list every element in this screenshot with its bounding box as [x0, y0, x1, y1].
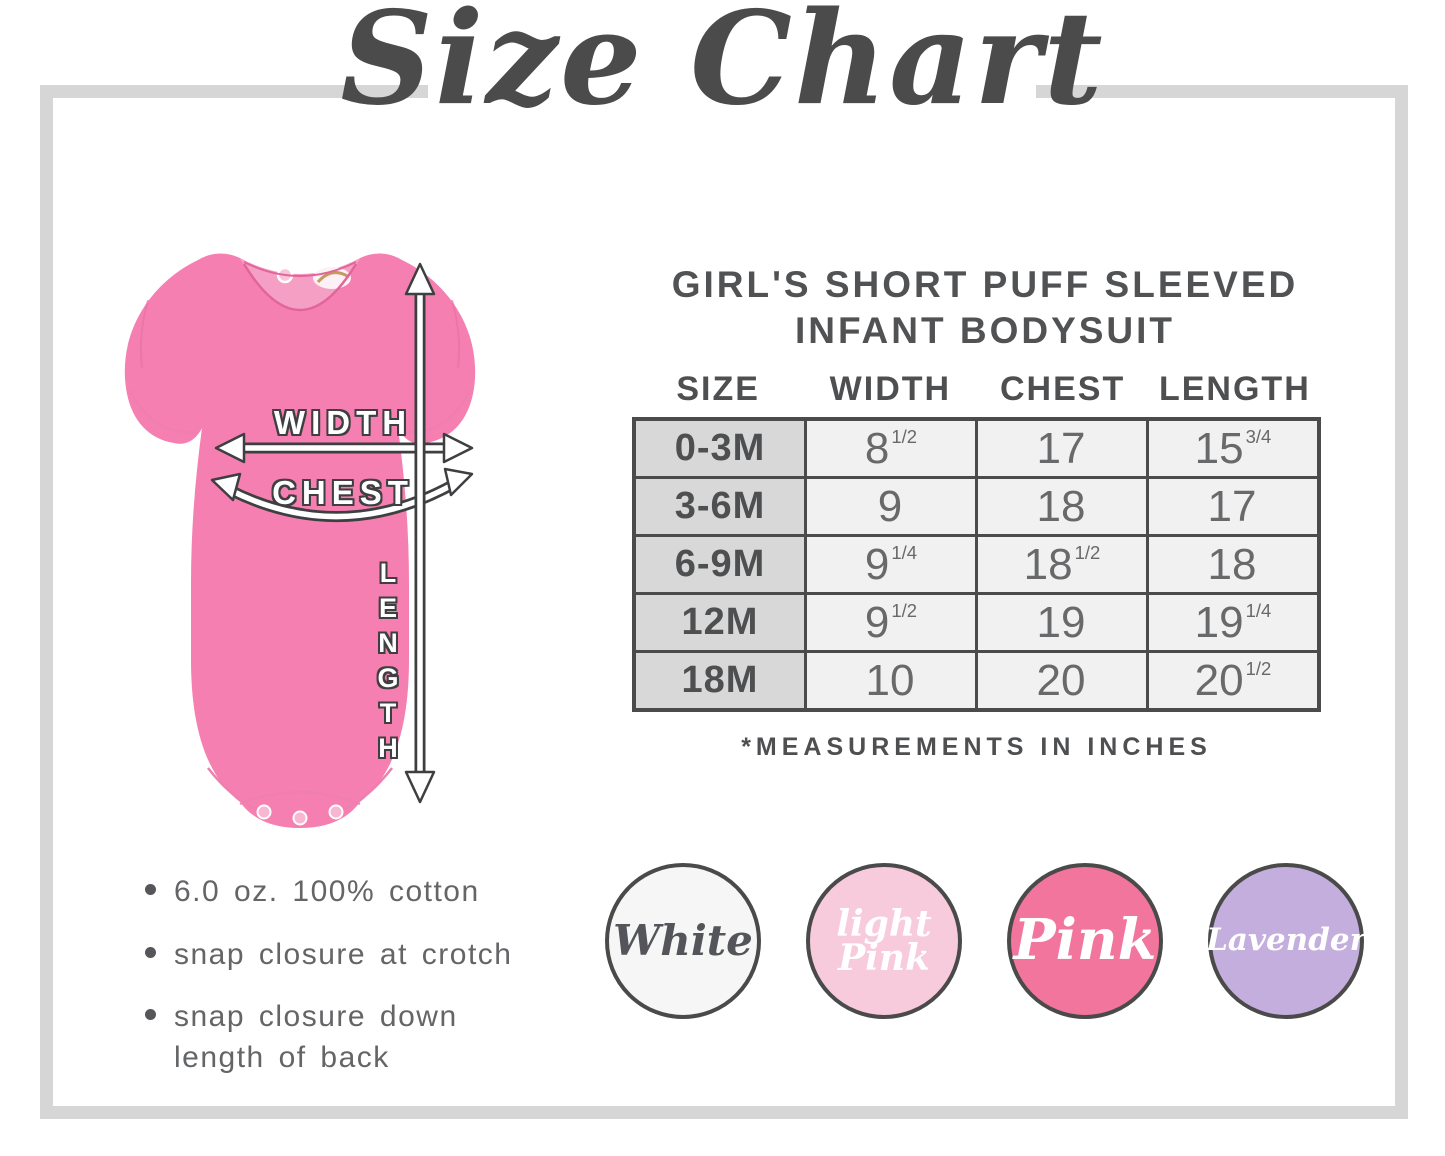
- right-sleeve-seam: [401, 389, 472, 434]
- width-cell: 8 1/2: [807, 421, 975, 476]
- left-sleeve-crease: [139, 299, 149, 369]
- feature-text: snap closure at crotch: [174, 937, 513, 971]
- bullet-icon: [145, 946, 156, 958]
- swatch-pink: Pink: [1007, 863, 1163, 1019]
- size-cell: 3-6M: [636, 479, 804, 534]
- col-header-chest: CHEST: [1000, 370, 1126, 408]
- chest-cell: 20: [978, 653, 1146, 708]
- frame-border: [40, 85, 1408, 1119]
- col-header-width: WIDTH: [829, 370, 952, 408]
- chest-label: CHEST: [272, 474, 414, 511]
- chest-cell: 17: [978, 421, 1146, 476]
- list-item: snap closure down length of back: [145, 997, 543, 1078]
- crotch-snap: [328, 804, 344, 820]
- feature-list: 6.0 oz. 100% cotton snap closure at crot…: [145, 872, 543, 1100]
- size-cell: 0-3M: [636, 421, 804, 476]
- bodysuit-illustration: [124, 253, 476, 829]
- length-cell: 17: [1149, 479, 1317, 534]
- width-label: WIDTH: [273, 404, 413, 441]
- bodysuit-shape: [124, 253, 476, 829]
- bullet-icon: [145, 884, 156, 895]
- chest-arrow: [210, 467, 474, 522]
- crotch-snap: [256, 804, 272, 820]
- length-arrow: [404, 262, 436, 804]
- swatch-label: Lavender: [1206, 922, 1366, 959]
- right-sleeve-crease: [451, 299, 461, 369]
- chest-cell: 19: [978, 595, 1146, 650]
- feature-text: snap closure down length of back: [174, 1000, 458, 1074]
- swatch-label: White: [613, 916, 753, 966]
- swatch-label: light Pink: [836, 902, 932, 979]
- crotch-seam: [239, 791, 361, 805]
- color-swatches: White light Pink Pink Lavender: [605, 863, 1366, 1019]
- bodysuit-diagram: WIDTH CHEST LENGTH: [90, 228, 510, 848]
- chest-cell: 18 1/2: [978, 537, 1146, 592]
- width-cell: 10: [807, 653, 975, 708]
- width-cell: 9 1/4: [807, 537, 975, 592]
- list-item: snap closure at crotch: [145, 935, 543, 976]
- swatch-lavender: Lavender: [1206, 863, 1366, 1019]
- length-cell: 20 1/2: [1149, 653, 1317, 708]
- size-cell: 6-9M: [636, 537, 804, 592]
- product-heading-line2: INFANT BODYSUIT: [794, 310, 1176, 351]
- length-cell: 15 3/4: [1149, 421, 1317, 476]
- width-cell: 9 1/2: [807, 595, 975, 650]
- swatch-white: White: [605, 863, 761, 1019]
- feature-text: 6.0 oz. 100% cotton: [174, 875, 480, 908]
- tag-gold-arc: [316, 271, 350, 284]
- crotch-snap: [292, 810, 308, 826]
- chest-cell: 18: [978, 479, 1146, 534]
- width-cell: 9: [807, 479, 975, 534]
- bullet-icon: [145, 1009, 156, 1020]
- title-backdrop: [428, 74, 1036, 114]
- product-heading-line1: GIRL'S SHORT PUFF SLEEVED: [671, 264, 1299, 305]
- page-title: Size Chart: [340, 0, 1105, 134]
- size-table: 0-3M 8 1/2 17 15 3/4 3-6M 9 18 17 6-9M 9 1/…: [632, 417, 1321, 712]
- col-header-size: SIZE: [676, 370, 760, 408]
- size-cell: 18M: [636, 653, 804, 708]
- size-cell: 12M: [636, 595, 804, 650]
- swatch-label: Pink: [1013, 907, 1157, 974]
- swatch-light-pink: light Pink: [806, 863, 962, 1019]
- list-item: 6.0 oz. 100% cotton: [145, 872, 543, 913]
- neckline-back-seam: [243, 261, 357, 277]
- left-sleeve-seam: [128, 389, 199, 434]
- length-label: LENGTH: [373, 558, 403, 768]
- measurement-note: *MEASUREMENTS IN INCHES: [741, 733, 1212, 761]
- length-cell: 19 1/4: [1149, 595, 1317, 650]
- neckline-front-seam: [242, 263, 358, 312]
- col-header-length: LENGTH: [1158, 370, 1311, 408]
- table-header-row: SIZE WIDTH CHEST LENGTH: [632, 370, 1321, 409]
- length-cell: 18: [1149, 537, 1317, 592]
